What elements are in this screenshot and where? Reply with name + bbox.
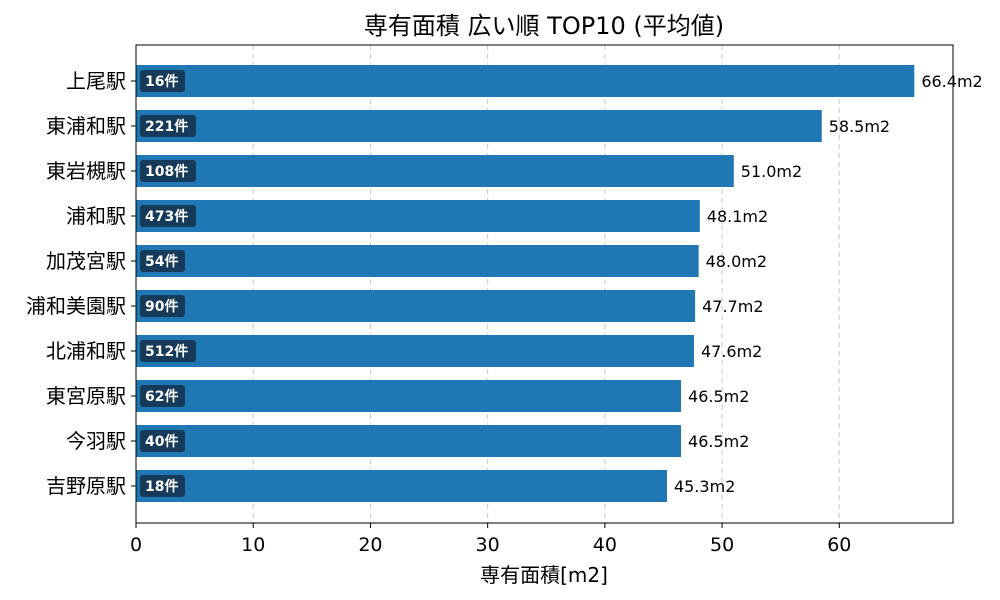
count-label: 512件 [145, 343, 188, 360]
x-tick-label: 40 [593, 534, 617, 556]
value-label: 46.5m2 [688, 432, 749, 451]
bar [136, 470, 667, 502]
count-badge [140, 115, 196, 137]
value-label: 48.1m2 [707, 207, 768, 226]
count-badge [140, 70, 185, 92]
count-label: 16件 [145, 73, 178, 90]
value-label: 48.0m2 [706, 252, 767, 271]
category-label: 北浦和駅 [46, 339, 126, 363]
category-label: 東宮原駅 [46, 384, 126, 408]
bar [136, 155, 734, 187]
count-badge [140, 295, 185, 317]
x-axis-label: 専有面積[m2] [480, 563, 608, 587]
bar [136, 335, 694, 367]
count-label: 62件 [145, 388, 178, 405]
category-label: 浦和駅 [66, 204, 126, 228]
value-label: 66.4m2 [921, 72, 982, 91]
category-label: 東浦和駅 [46, 114, 126, 138]
count-label: 54件 [145, 253, 178, 270]
value-label: 47.7m2 [702, 297, 763, 316]
category-label: 今羽駅 [66, 429, 126, 453]
bar [136, 380, 682, 412]
category-label: 上尾駅 [66, 69, 126, 93]
x-tick-label: 20 [358, 534, 382, 556]
count-label: 40件 [145, 433, 178, 450]
bar [136, 245, 699, 277]
category-label: 吉野原駅 [46, 474, 126, 498]
count-badge [140, 340, 196, 362]
value-label: 45.3m2 [674, 477, 735, 496]
x-tick-label: 60 [827, 534, 851, 556]
value-label: 47.6m2 [701, 342, 762, 361]
chart-title: 専有面積 広い順 TOP10 (平均値) [364, 12, 724, 40]
category-label: 浦和美園駅 [26, 294, 126, 318]
bar [136, 425, 682, 457]
count-label: 108件 [145, 163, 188, 180]
count-badge [140, 475, 185, 497]
count-label: 221件 [145, 118, 188, 135]
count-badge [140, 385, 185, 407]
bar [136, 65, 915, 97]
x-tick-label: 0 [130, 534, 142, 556]
x-tick-label: 10 [241, 534, 265, 556]
value-label: 51.0m2 [741, 162, 802, 181]
count-badge [140, 205, 196, 227]
count-label: 90件 [145, 298, 178, 315]
category-label: 加茂宮駅 [46, 249, 126, 273]
bar [136, 290, 696, 322]
x-tick-label: 30 [476, 534, 500, 556]
count-badge [140, 430, 185, 452]
bars: 16件 66.4m2 221件 58.5m2 108件 51.0m2 473件 48.1m2 5… [136, 65, 983, 502]
bar [136, 200, 700, 232]
axes: 0 10 20 30 40 50 60 上尾駅東浦和駅東岩槻駅浦和駅加茂宮駅浦和美園駅北浦和駅… [26, 44, 954, 556]
bar [136, 110, 822, 142]
value-label: 58.5m2 [829, 117, 890, 136]
value-label: 46.5m2 [688, 387, 749, 406]
x-tick-label: 50 [710, 534, 734, 556]
plot-frame [135, 44, 954, 524]
count-label: 473件 [145, 208, 188, 225]
count-label: 18件 [145, 478, 178, 495]
count-badge [140, 250, 185, 272]
category-label: 東岩槻駅 [46, 159, 126, 183]
count-badge [140, 160, 196, 182]
